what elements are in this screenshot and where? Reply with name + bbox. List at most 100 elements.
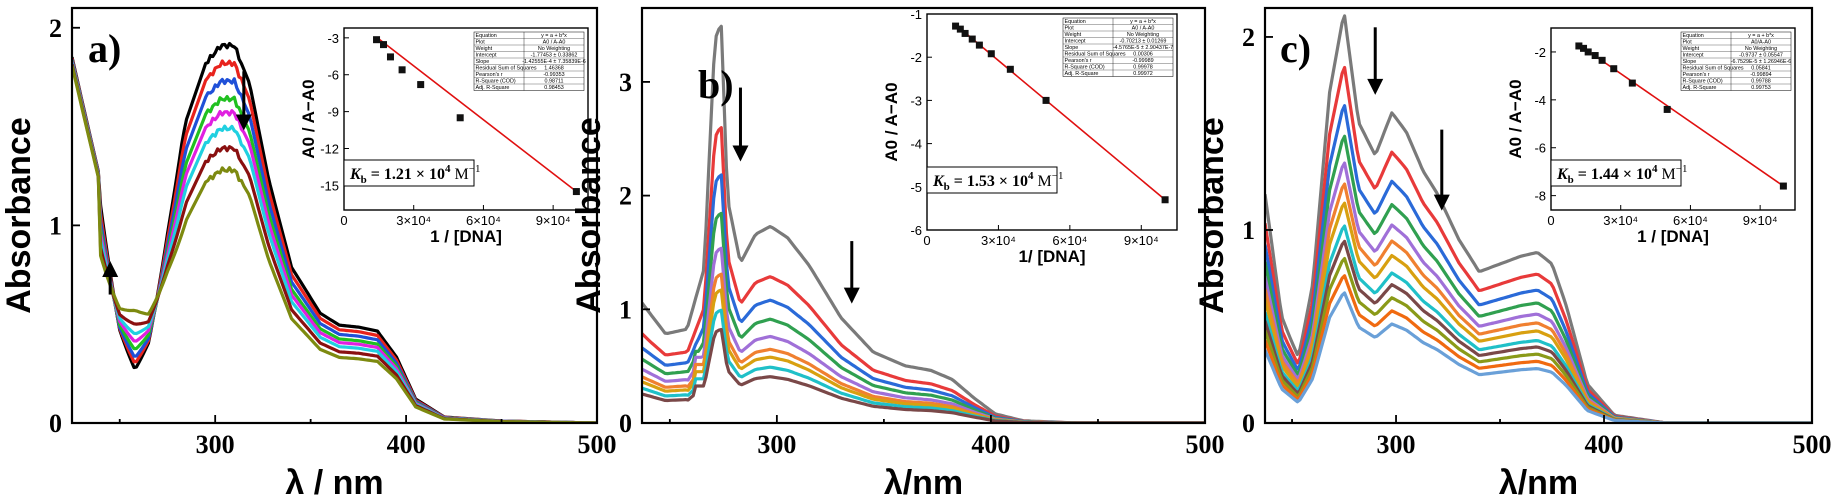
x-tick-label: 300 <box>196 430 235 459</box>
inset-y-tick-label: -1 <box>910 7 922 22</box>
y-tick-label: 1 <box>619 295 632 324</box>
spectrum-line-8 <box>642 308 1205 423</box>
y-tick-label: 0 <box>619 409 632 438</box>
inset-y-tick-label: -5 <box>910 180 922 195</box>
inset-y-tick-label: -6 <box>910 223 922 238</box>
y-axis-title: Absorbance <box>0 117 38 314</box>
fit-table-key: Intercept <box>1683 53 1704 59</box>
fit-table-value: A0 / A-A0 <box>1132 26 1155 32</box>
inset-x-tick-label: 0 <box>340 213 347 228</box>
x-tick-label: 400 <box>971 430 1010 459</box>
inset-y-tick-label: -4 <box>910 137 922 152</box>
x-tick-label: 400 <box>387 430 426 459</box>
fit-table-key: R-Square (COD) <box>1065 65 1105 71</box>
fit-table-value: 0.99978 <box>1133 65 1153 71</box>
inset-y-tick-label: -2 <box>1534 45 1546 60</box>
y-axis-title: Absorbance <box>570 117 608 314</box>
spectrum-line-7 <box>642 288 1205 423</box>
fit-table-value: -0.99894 <box>1750 72 1771 78</box>
fit-table-value: -0.70213 ± 0.01269 <box>1120 39 1167 45</box>
spectrum-line-8 <box>72 65 597 423</box>
spectrum-line-5 <box>642 246 1205 423</box>
y-tick-label: 0 <box>1242 409 1255 438</box>
kb-box <box>1550 159 1682 187</box>
inset-data-point <box>398 66 406 74</box>
inset-data-point <box>1584 48 1592 56</box>
binding-constant-text: Kb = 1.44 × 104 M−1 <box>1556 163 1687 186</box>
inset-y-tick-label: -2 <box>910 50 922 65</box>
x-tick-label: 300 <box>1377 430 1416 459</box>
spectrum-line-6 <box>1265 182 1812 423</box>
inset-data-point <box>1598 56 1606 64</box>
inset-data-point <box>1042 96 1050 104</box>
fit-table-value: -6.7529E-5 ± 1.26946E-6 <box>1731 59 1792 65</box>
trend-arrow-head <box>843 287 860 304</box>
trend-arrow-head <box>732 145 749 162</box>
inset-y-tick-label: -6 <box>327 68 339 83</box>
inset-y-axis-title: A0 / A−A0 <box>299 79 318 158</box>
spectrum-line-8 <box>1265 224 1812 423</box>
spectrum-line-3 <box>1265 104 1812 423</box>
linear-fit-line <box>376 36 577 193</box>
trend-arrow-head <box>235 114 252 131</box>
fit-table-key: Adj. R-Square <box>1683 85 1717 91</box>
spectra-group <box>642 24 1205 423</box>
inset-data-point <box>380 41 388 49</box>
x-tick-label: 300 <box>757 430 796 459</box>
fit-table-key: Residual Sum of Squares <box>1065 52 1126 58</box>
fit-table-value: No Weighting <box>1127 32 1159 38</box>
x-tick-label: 500 <box>1793 430 1832 459</box>
fit-table-value: y = a + b*x <box>1130 19 1156 25</box>
y-tick-label: 2 <box>619 182 632 211</box>
inset-x-tick-label: 0 <box>1547 213 1554 228</box>
inset-x-tick-label: 3×10⁴ <box>396 213 431 228</box>
fit-table-key: Adj. R-Square <box>476 85 510 91</box>
y-tick-label: 1 <box>49 211 62 240</box>
inset-x-tick-label: 9×10⁴ <box>536 213 571 228</box>
inset-data-point <box>952 22 960 30</box>
inset-data-point <box>1779 182 1787 190</box>
fit-table-value: -0.9737 ± 0.05547 <box>1739 53 1783 59</box>
plot-frame <box>70 6 599 425</box>
fit-table-value: -0.99989 <box>1132 58 1153 64</box>
inset-plot: 0 3×10⁴ 6×10⁴ 9×10⁴ -3 -6 -9 -12 -15 1 / [DNA] A0 … <box>299 27 589 246</box>
inset-y-tick-label: -3 <box>327 31 339 46</box>
fit-table-key: Pearson's r <box>1683 72 1710 78</box>
fit-table-value: -4.5765E-5 ± 2.90437E-7 <box>1113 45 1174 51</box>
fit-table-key: Plot <box>476 40 486 46</box>
spectrum-line-2 <box>642 126 1205 423</box>
inset-x-tick-label: 3×10⁴ <box>981 233 1016 248</box>
fit-table-key: R-Square (COD) <box>476 79 516 85</box>
inset-y-axis-title: A0 / A−A0 <box>1506 79 1525 158</box>
fit-table <box>1062 17 1174 77</box>
fit-table-value: 0.99788 <box>1751 79 1771 85</box>
trend-arrow-head <box>102 260 119 277</box>
fit-table-value: -1.77453 ± 0.33862 <box>531 53 578 59</box>
fit-table-value: y = a + b*x <box>541 33 567 39</box>
inset-x-tick-label: 0 <box>923 233 930 248</box>
spectrum-line-4 <box>1265 134 1812 423</box>
fit-table-value: 0.98711 <box>544 79 563 85</box>
inset-data-point <box>1610 65 1618 73</box>
inset-x-tick-label: 6×10⁴ <box>466 213 501 228</box>
fit-table-value: 0.99753 <box>1751 85 1771 91</box>
inset-data-point <box>1628 79 1636 87</box>
spectrum-line-3 <box>642 173 1205 423</box>
spectrum-line-10 <box>1265 257 1812 423</box>
plot-frame <box>1263 6 1814 425</box>
y-tick-label: 2 <box>1242 23 1255 52</box>
spectrum-line-5 <box>1265 161 1812 423</box>
y-axis-title: Absorbance <box>1193 117 1231 314</box>
fit-table-key: Weight <box>476 46 493 52</box>
inset-data-point <box>417 81 425 89</box>
fit-table-key: R-Square (COD) <box>1683 79 1723 85</box>
fit-table-value: 0.99972 <box>1133 71 1153 77</box>
inset-y-tick-label: -6 <box>1534 141 1546 156</box>
fit-table-value: A0 / A-A0 <box>543 40 566 46</box>
spectrum-line-7 <box>1265 201 1812 423</box>
x-tick-label: 500 <box>578 430 617 459</box>
x-axis-title: λ / nm <box>285 464 383 502</box>
fit-table-key: Equation <box>1065 19 1086 25</box>
inset-y-tick-label: -8 <box>1534 189 1546 204</box>
